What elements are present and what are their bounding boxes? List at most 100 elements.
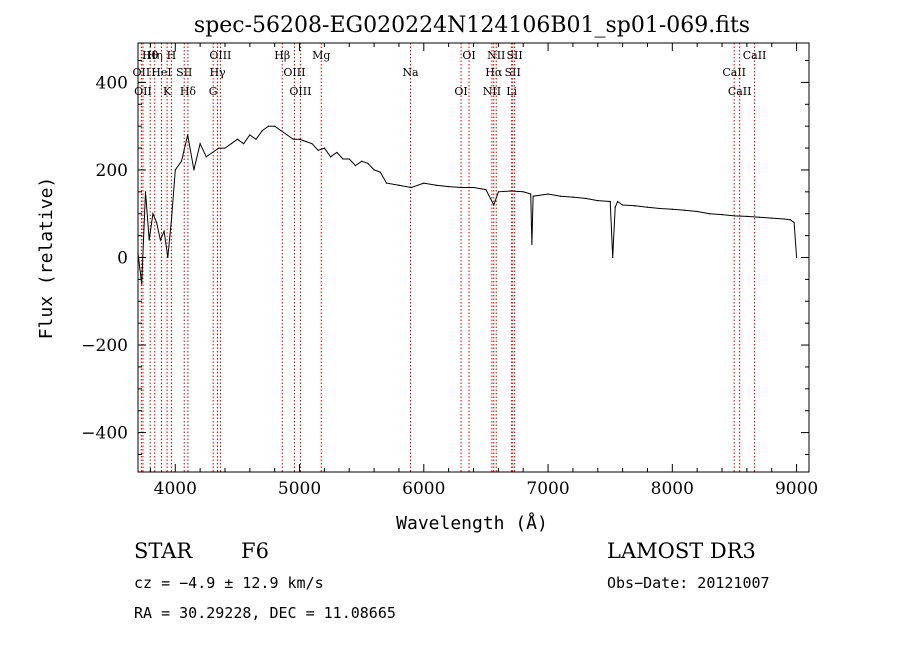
data-point: [622, 204, 624, 206]
data-point: [205, 156, 207, 158]
data-point: [280, 129, 282, 132]
emission-line-label: Hα: [485, 66, 503, 79]
data-point: [148, 239, 150, 241]
data-point: [721, 214, 723, 216]
emission-line-label: SII: [505, 66, 521, 79]
data-point: [646, 206, 649, 208]
series-layer: [137, 125, 798, 285]
emission-line-label: Mg: [312, 49, 330, 62]
data-point: [305, 140, 307, 143]
y-tick-label: −200: [81, 336, 128, 356]
data-point: [398, 184, 400, 186]
data-point: [612, 256, 614, 259]
data-point: [609, 200, 611, 203]
data-point: [493, 204, 495, 206]
data-point: [795, 256, 798, 259]
data-point: [708, 213, 711, 215]
data-point: [617, 200, 619, 203]
data-point: [746, 215, 748, 217]
emission-line-label: Hγ: [209, 66, 226, 79]
data-point: [530, 193, 532, 195]
data-point: [532, 195, 534, 197]
data-point: [758, 216, 760, 218]
data-point: [531, 243, 533, 245]
y-tick-label: 200: [96, 161, 128, 181]
data-point: [659, 207, 661, 210]
emission-line-label: OI: [462, 49, 475, 62]
data-point: [342, 158, 344, 160]
y-tick-label: 0: [117, 249, 128, 269]
survey-name: LAMOST DR3: [607, 539, 756, 563]
data-point: [789, 219, 791, 221]
data-point: [255, 138, 257, 140]
emission-line-label: OIII: [289, 85, 311, 98]
emission-line-label: OIII: [209, 49, 231, 62]
data-point: [317, 149, 319, 151]
emission-line-label: K: [163, 85, 172, 98]
ticks-layer: 4000 5000 6000 7000 8000 9000 −400 −200 0 200 400: [81, 43, 818, 499]
data-point: [152, 213, 154, 215]
data-point: [274, 125, 276, 127]
plot-frame: [137, 42, 810, 473]
x-tick-label: 9000: [775, 479, 818, 499]
emission-line-label: CaII: [722, 66, 746, 79]
data-point: [522, 191, 524, 193]
x-tick-label: 4000: [154, 479, 197, 499]
data-point: [410, 186, 412, 189]
emission-line-label: OII: [134, 85, 152, 98]
data-point: [597, 199, 599, 202]
data-point: [267, 125, 270, 127]
data-point: [330, 156, 332, 158]
data-point: [584, 197, 586, 200]
data-point: [141, 283, 143, 285]
data-point: [510, 190, 512, 192]
data-point: [144, 191, 147, 193]
emission-line-label: CaII: [743, 49, 767, 62]
y-tick-label: −400: [81, 424, 128, 444]
data-point: [547, 193, 549, 195]
emission-line-label: G: [209, 85, 218, 98]
emission-line-label: Hβ: [274, 49, 290, 62]
data-point: [211, 151, 214, 154]
data-point: [373, 169, 375, 171]
emission-line-label: SII: [507, 49, 523, 62]
coordinates: RA = 30.29228, DEC = 11.08665: [134, 604, 396, 622]
data-point: [733, 215, 736, 217]
data-point: [180, 160, 183, 162]
data-point: [159, 239, 161, 241]
emission-line-label: HeI: [151, 66, 171, 79]
data-point: [243, 143, 245, 145]
x-tick-label: 8000: [651, 479, 694, 499]
data-point: [286, 134, 288, 136]
data-point: [614, 206, 616, 208]
data-point: [167, 256, 169, 259]
data-point: [348, 158, 350, 160]
emission-line-label: NII: [487, 49, 505, 62]
data-point: [634, 205, 636, 207]
emission-line-label: OI: [454, 85, 467, 98]
data-point: [559, 195, 562, 197]
emission-line-label: OIII: [283, 66, 305, 79]
emission-line-label: H: [167, 49, 177, 62]
x-tick-label: 5000: [278, 479, 321, 499]
data-point: [261, 129, 263, 132]
data-point: [497, 191, 499, 193]
data-point: [684, 209, 686, 211]
data-point: [156, 221, 158, 224]
x-tick-label: 7000: [526, 479, 569, 499]
emission-line-label: SII: [176, 66, 192, 79]
obs-date: Obs−Date: 20121007: [607, 574, 770, 592]
data-point: [460, 186, 462, 189]
data-point: [572, 196, 574, 198]
data-point: [793, 221, 795, 224]
data-point: [187, 134, 189, 136]
data-point: [236, 138, 239, 140]
y-tick-label: 400: [96, 73, 128, 93]
data-point: [230, 143, 232, 145]
x-tick-label: 6000: [402, 479, 445, 499]
data-point: [783, 218, 785, 220]
data-point: [423, 182, 425, 184]
data-point: [696, 210, 698, 213]
emission-line-label: Hη: [147, 49, 163, 62]
